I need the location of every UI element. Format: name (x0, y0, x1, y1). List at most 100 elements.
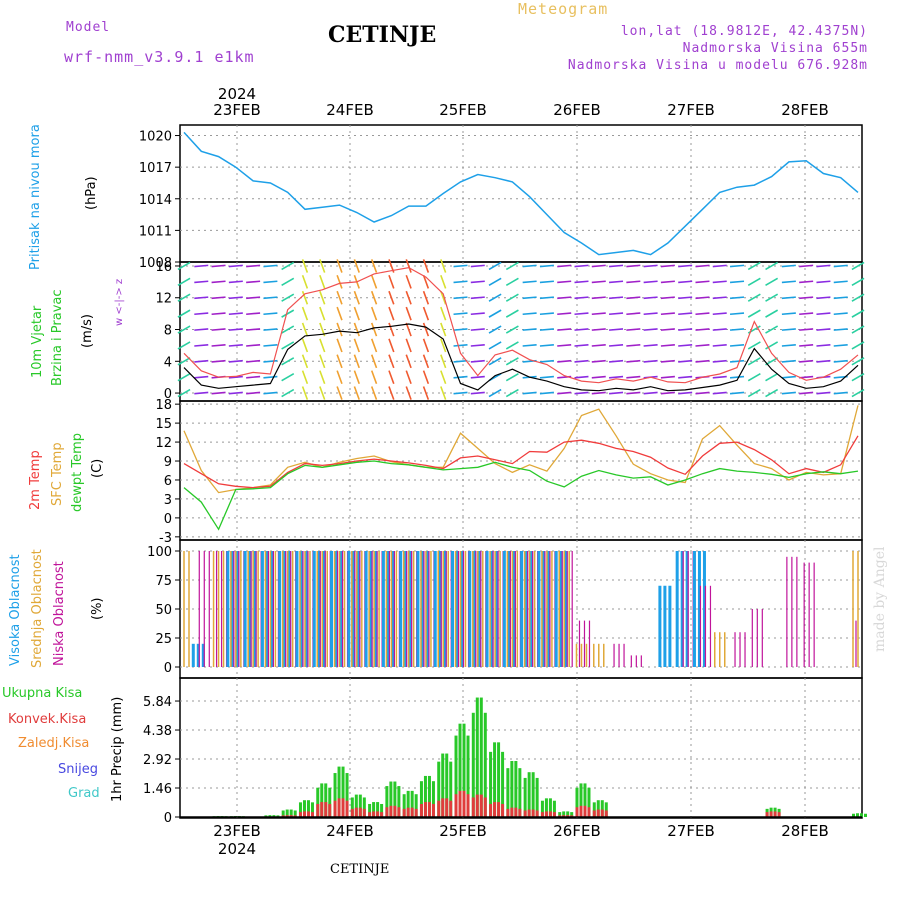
y-tick-label: 0 (164, 661, 172, 676)
wind-arrow (712, 264, 727, 268)
wind-arrow (319, 259, 326, 273)
wind-arrow (799, 296, 814, 300)
wind-arrow (263, 328, 278, 331)
panel-frame-4 (179, 677, 863, 819)
convective-rain-bar (362, 808, 366, 817)
meteogram-label: Meteogram (518, 0, 609, 18)
wind-arrow (353, 386, 360, 400)
y-tick-label: 5.84 (143, 695, 172, 710)
wind-arrow (591, 375, 606, 379)
wind-arrow (405, 370, 412, 385)
wind-arrow (301, 322, 309, 337)
convective-rain-bar (483, 797, 487, 817)
convective-rain-bar (289, 815, 293, 817)
wind-arrow (522, 343, 537, 347)
wind-arrow (729, 391, 745, 395)
wind-arrow (211, 391, 226, 395)
wind-arrow (660, 312, 675, 316)
wind-arrow (729, 359, 745, 363)
wind-arrow (440, 306, 447, 321)
convective-rain-bar (458, 790, 462, 817)
total-rain-bar (479, 697, 483, 817)
total-rain-bar (289, 809, 293, 817)
wind-arrow (765, 341, 779, 350)
wind-arrow (263, 343, 278, 347)
convective-rain-bar (328, 803, 332, 817)
convective-rain-bar (380, 812, 384, 817)
convective-rain-bar (479, 794, 483, 817)
convective-rain-bar (510, 807, 514, 817)
wind-arrow (626, 343, 641, 347)
wind-arrow (712, 359, 727, 363)
wind-arrow (816, 264, 831, 268)
convective-rain-bar (466, 794, 470, 817)
wind-arrow (440, 275, 447, 289)
convective-rain-bar (410, 807, 414, 817)
wind-arrow (522, 328, 537, 331)
total-rain-bar (544, 798, 548, 817)
wind-arrow (422, 338, 430, 353)
wind-arrow (522, 264, 537, 268)
wind-arrow (643, 280, 658, 284)
total-rain-bar (341, 766, 345, 817)
wind-arrow (319, 338, 326, 353)
wind-arrow (211, 328, 226, 331)
wind-arrow (319, 386, 326, 400)
wind-arrow (678, 328, 693, 331)
wind-speed-line (183, 323, 859, 392)
total-rain-bar (316, 787, 320, 817)
wind-arrow (747, 309, 761, 318)
wind-arrow (177, 277, 191, 287)
total-rain-bar (458, 723, 462, 817)
wind-arrow (263, 312, 278, 316)
wind-arrow (388, 386, 395, 400)
convective-rain-bar (535, 810, 539, 817)
wind-arrow (488, 277, 502, 287)
wind-arrow (505, 372, 519, 382)
wind-arrow (539, 343, 554, 347)
wind-arrow (851, 341, 865, 350)
wind-arrow (440, 354, 447, 369)
wind-arrow (765, 293, 779, 302)
total-rain-bar (587, 787, 591, 817)
convective-rain-bar (293, 815, 297, 817)
wind-arrow (591, 296, 606, 300)
wind-arrow (470, 296, 485, 300)
wind-arrow (609, 312, 624, 316)
total-rain-bar (302, 800, 306, 817)
total-rain-bar (414, 794, 418, 817)
wind-arrow (370, 259, 378, 273)
wind-arrow (336, 386, 343, 400)
footer-station: CETINJE (330, 862, 390, 877)
wind-arrow (336, 259, 343, 273)
legend-convective-rain: Konvek.Kisa (8, 712, 87, 727)
wind-arrow (194, 312, 209, 316)
wind-arrow (678, 312, 693, 316)
wind-arrow (781, 296, 796, 300)
y-tick-label: 16 (155, 260, 172, 275)
wind-arrow (643, 264, 658, 268)
wind-arrow (470, 280, 485, 284)
wind-arrow (319, 354, 326, 369)
total-rain-bar (489, 751, 493, 817)
wind-arrow (194, 296, 209, 300)
convective-rain-bar (454, 794, 458, 817)
total-rain-bar (406, 790, 410, 817)
wind-arrow (422, 275, 430, 289)
wind-arrow (263, 296, 278, 300)
wind-arrow (591, 280, 606, 284)
wind-arrow (557, 264, 572, 268)
wind-arrow (799, 328, 814, 331)
total-rain-bar (354, 794, 358, 817)
wind-arrow (488, 325, 502, 334)
convective-rain-bar (531, 809, 535, 817)
wind-arrow (678, 264, 693, 268)
wind-arrow (695, 280, 710, 284)
wind-arrow (729, 296, 745, 300)
wind-arrow (505, 341, 519, 350)
total-rain-bar (419, 781, 423, 817)
wind-arrow (388, 322, 395, 337)
convective-rain-bar (281, 815, 285, 817)
convective-rain-bar (514, 807, 518, 817)
convective-rain-bar (489, 803, 493, 817)
